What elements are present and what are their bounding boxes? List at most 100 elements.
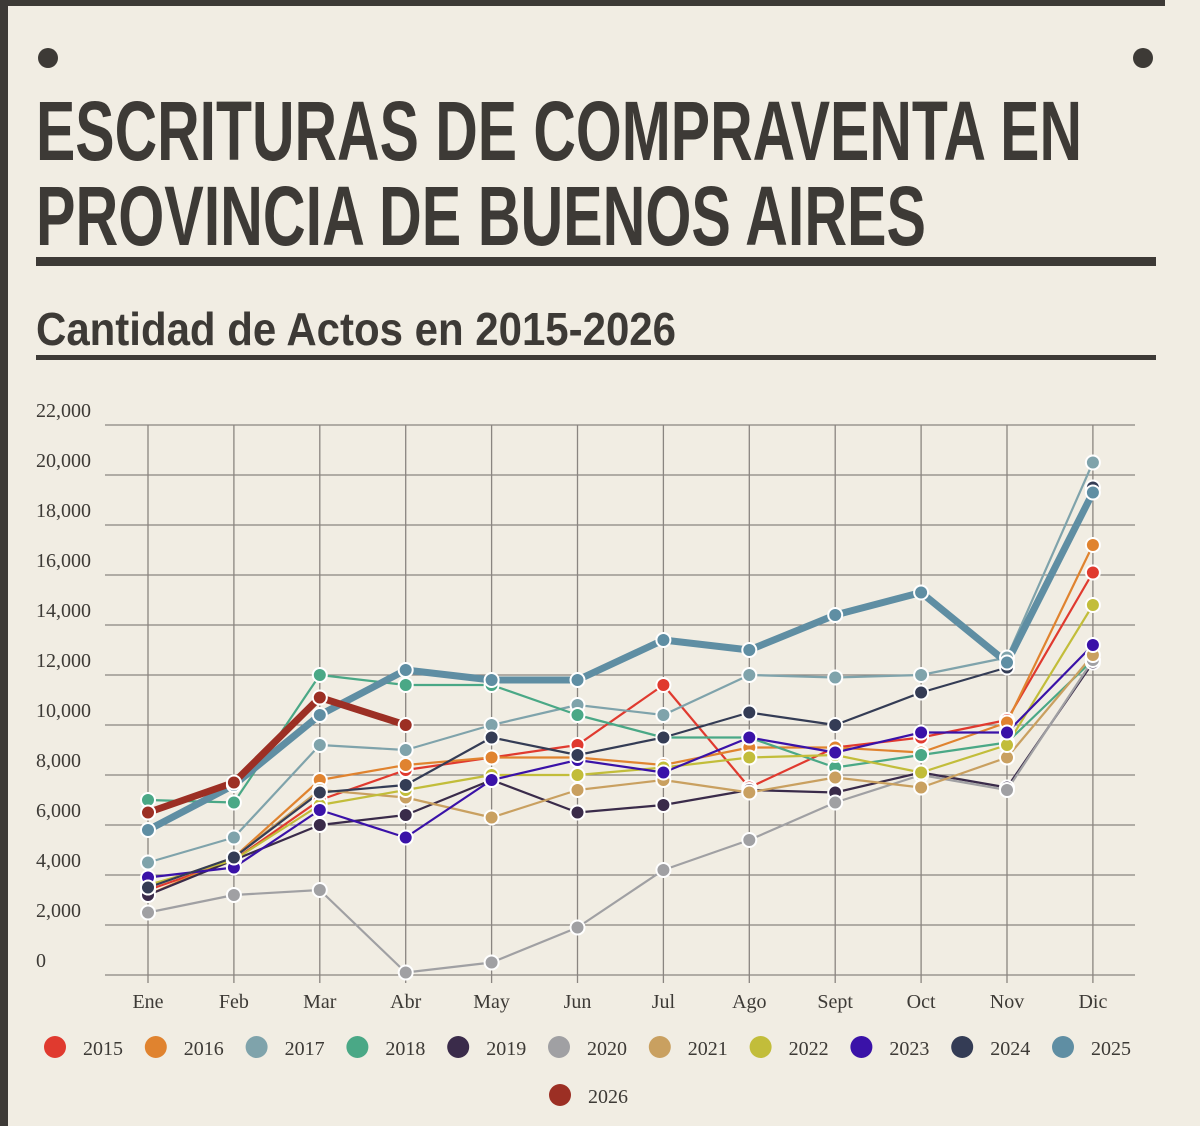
legend-label: 2026 — [588, 1086, 628, 1108]
point — [483, 772, 500, 788]
point — [913, 667, 930, 683]
y-tick-label: 4,000 — [36, 850, 81, 872]
series-line — [147, 604, 1094, 887]
legend-swatch — [144, 1036, 167, 1058]
point — [569, 782, 586, 798]
series-line — [147, 659, 1094, 974]
y-tick-label: 2,000 — [36, 900, 81, 922]
legend-label: 2015 — [83, 1038, 123, 1060]
point — [311, 737, 328, 753]
pin — [38, 48, 58, 68]
point — [140, 879, 156, 896]
point — [569, 672, 586, 688]
y-tick-label: 12,000 — [36, 650, 91, 672]
point — [311, 689, 328, 706]
point — [140, 854, 156, 871]
legend-swatch — [548, 1036, 570, 1058]
legend-swatch — [44, 1036, 66, 1058]
point — [827, 744, 844, 761]
point — [397, 757, 414, 773]
point — [913, 584, 930, 601]
point — [1084, 564, 1101, 581]
x-tick-label: Jul — [652, 991, 676, 1013]
legend-swatch — [850, 1036, 873, 1058]
point — [569, 919, 586, 936]
point — [225, 887, 242, 903]
point — [483, 809, 500, 826]
point — [311, 784, 328, 801]
point — [311, 802, 328, 818]
point — [655, 632, 672, 648]
chart-subtitle: Cantidad de Actos en 2015-2026 — [36, 303, 676, 355]
legend-label: 2019 — [486, 1038, 526, 1060]
point — [655, 677, 672, 693]
point — [827, 607, 844, 623]
x-tick-label: Feb — [219, 991, 249, 1013]
point — [655, 729, 672, 746]
point — [483, 729, 500, 746]
point — [1084, 454, 1101, 471]
point — [1084, 484, 1101, 501]
point — [311, 817, 328, 833]
x-tick-label: Mar — [303, 991, 337, 1013]
point — [827, 669, 844, 686]
point — [569, 767, 586, 783]
y-tick-label: 14,000 — [36, 600, 91, 622]
series-line — [147, 571, 1094, 892]
series-line — [147, 462, 1094, 864]
point — [827, 794, 844, 811]
point — [655, 707, 672, 723]
point — [741, 667, 758, 683]
point — [397, 829, 414, 846]
point — [311, 707, 328, 723]
series-line — [146, 490, 1097, 834]
point — [225, 829, 242, 846]
point — [827, 717, 844, 733]
point — [741, 729, 758, 746]
legend-label: 2023 — [889, 1038, 929, 1060]
point — [741, 832, 758, 848]
point — [140, 804, 156, 821]
point — [569, 747, 586, 763]
series-line — [147, 487, 1094, 889]
legend-label: 2017 — [285, 1038, 325, 1060]
x-tick-label: Sept — [817, 991, 853, 1013]
series-line — [147, 654, 1094, 889]
legend-label: 2022 — [789, 1038, 829, 1060]
point — [999, 724, 1015, 741]
point — [483, 672, 500, 688]
point — [569, 707, 586, 723]
series-line — [146, 694, 407, 816]
point — [397, 742, 414, 758]
x-tick-label: Abr — [390, 991, 421, 1013]
point — [483, 954, 500, 971]
left-edge — [0, 0, 8, 1126]
legend-swatch — [648, 1036, 671, 1058]
point — [913, 764, 930, 781]
legend-swatch — [749, 1036, 772, 1058]
point — [483, 749, 500, 766]
point — [913, 779, 930, 796]
point — [913, 684, 930, 701]
series-line — [147, 659, 1094, 804]
point — [741, 704, 758, 721]
title-rule — [36, 257, 1156, 266]
point — [140, 822, 156, 838]
series-line — [147, 644, 1094, 879]
legend-label: 2025 — [1091, 1038, 1131, 1060]
point — [913, 747, 930, 763]
y-tick-label: 10,000 — [36, 700, 91, 722]
point — [397, 807, 414, 823]
x-tick-label: Dic — [1078, 991, 1107, 1013]
series-line — [147, 661, 1094, 897]
legend-swatch — [951, 1036, 974, 1058]
legend-label: 2021 — [688, 1038, 728, 1060]
point — [913, 724, 930, 741]
x-tick-label: Nov — [990, 991, 1024, 1013]
point — [225, 794, 242, 811]
legend-swatch — [549, 1084, 571, 1106]
point — [397, 777, 414, 793]
top-edge — [0, 0, 1165, 6]
